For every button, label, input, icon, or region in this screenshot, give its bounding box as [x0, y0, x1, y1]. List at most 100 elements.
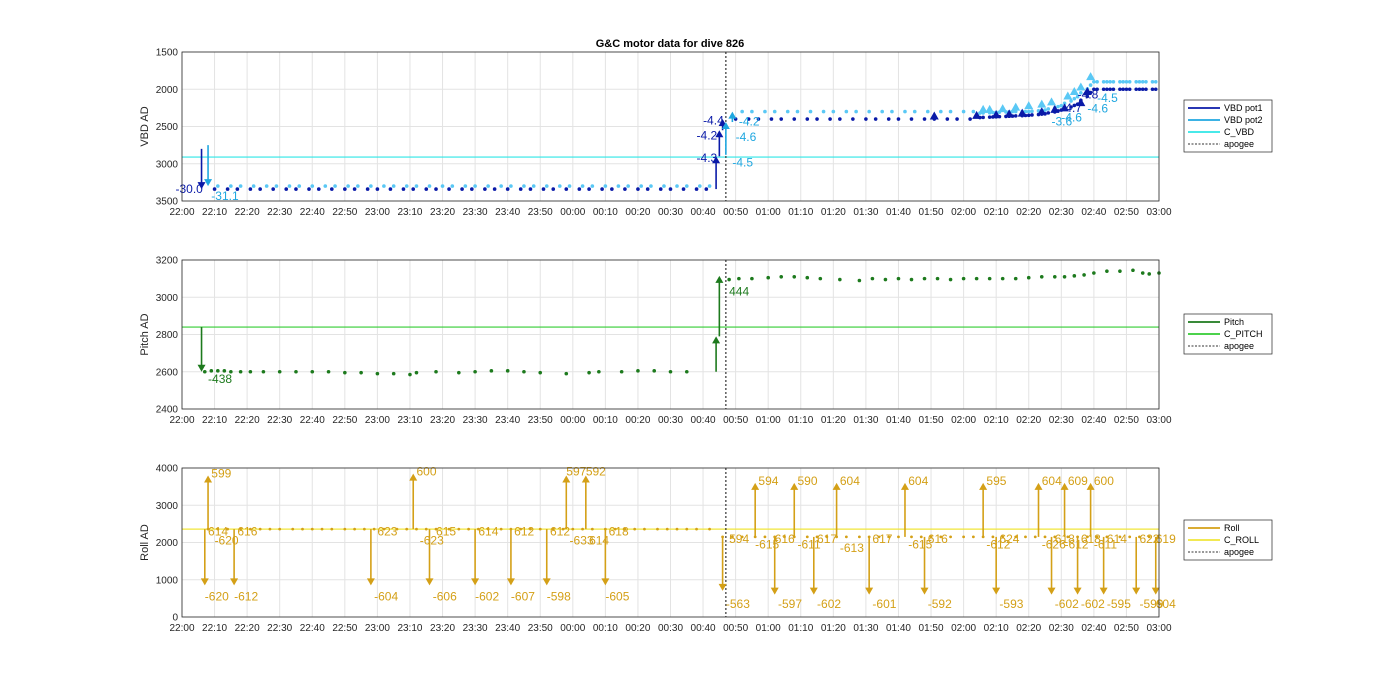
data-label: 617	[872, 532, 892, 546]
data-label: -602	[817, 597, 841, 611]
data-point	[519, 527, 523, 531]
x-tick-label: 22:10	[202, 415, 227, 426]
data-point	[248, 369, 253, 374]
data-point	[375, 371, 380, 376]
data-point	[792, 117, 797, 121]
data-point	[505, 369, 510, 373]
x-tick-label: 23:30	[463, 623, 488, 634]
data-label: 609	[1068, 474, 1088, 488]
data-point	[567, 184, 572, 188]
data-point	[538, 370, 543, 375]
data-point	[730, 535, 734, 539]
data-point	[1147, 535, 1151, 539]
data-point	[1013, 114, 1018, 118]
x-tick-label: 01:10	[788, 207, 813, 218]
x-tick-label: 00:20	[625, 623, 650, 634]
data-point	[668, 187, 673, 191]
data-point	[910, 535, 913, 539]
data-point	[1121, 80, 1125, 84]
y-tick-label: 2600	[156, 367, 179, 378]
data-point	[467, 527, 470, 531]
data-label: 594	[729, 532, 749, 546]
data-label: 614	[208, 524, 228, 538]
data-point	[294, 187, 298, 191]
x-tick-label: 02:50	[1114, 623, 1139, 634]
data-point	[685, 527, 689, 531]
data-point	[352, 187, 357, 191]
data-point	[316, 187, 321, 191]
data-label: 612	[550, 524, 570, 538]
data-point	[1072, 96, 1077, 101]
data-point	[1150, 80, 1155, 84]
data-point	[1108, 80, 1112, 84]
data-point	[870, 276, 875, 281]
data-point	[1030, 113, 1034, 117]
data-point	[857, 278, 862, 283]
x-tick-label: 23:00	[365, 623, 390, 634]
data-point	[1092, 271, 1096, 275]
arrow-head	[979, 482, 988, 490]
data-label: 604	[1156, 597, 1176, 611]
data-point	[662, 184, 666, 188]
x-tick-label: 23:00	[365, 415, 390, 426]
x-tick-label: 22:40	[300, 623, 325, 634]
data-point	[463, 184, 468, 188]
data-point	[1030, 109, 1034, 114]
data-point	[1023, 109, 1028, 114]
data-point	[492, 187, 497, 191]
data-point	[434, 187, 438, 191]
data-point	[740, 535, 744, 539]
data-label: -4.5	[1097, 91, 1118, 105]
x-tick-label: 00:10	[593, 415, 618, 426]
axes-box	[181, 259, 1160, 410]
y-tick-label: 3000	[156, 159, 179, 170]
data-point	[1069, 105, 1073, 109]
data-point	[310, 369, 315, 374]
data-point	[792, 274, 797, 279]
x-tick-label: 01:50	[919, 623, 944, 634]
data-point	[587, 370, 591, 375]
arrow-head	[197, 364, 206, 372]
data-point	[987, 115, 992, 119]
data-point	[1056, 104, 1060, 109]
data-point	[264, 184, 269, 188]
data-label: -30.0	[175, 182, 203, 196]
data-point	[681, 187, 686, 191]
data-point	[668, 369, 673, 374]
data-point	[831, 109, 836, 114]
data-point	[362, 527, 366, 531]
data-label: -607	[511, 590, 535, 604]
data-point	[499, 184, 503, 188]
data-point	[912, 109, 917, 114]
data-point	[408, 372, 412, 377]
data-point	[225, 187, 230, 191]
data-point	[509, 184, 513, 188]
x-tick-label: 23:20	[430, 207, 455, 218]
data-point	[405, 527, 409, 531]
data-point	[229, 184, 233, 188]
data-point	[694, 187, 699, 191]
y-tick-label: 2000	[156, 538, 179, 549]
data-point	[209, 369, 214, 373]
data-point	[239, 527, 243, 531]
data-point	[1024, 535, 1027, 539]
data-point	[971, 535, 975, 539]
data-label: -605	[605, 590, 629, 604]
data-point	[1137, 80, 1142, 84]
data-label: 614	[589, 534, 609, 548]
data-point	[1118, 87, 1122, 92]
data-label: -612	[234, 590, 258, 604]
data-point	[922, 276, 927, 281]
x-tick-label: 00:50	[723, 623, 748, 634]
data-point	[1124, 80, 1129, 84]
data-label: 616	[928, 532, 948, 546]
data-point	[948, 109, 953, 114]
x-tick-label: 00:30	[658, 207, 683, 218]
data-point	[815, 117, 819, 121]
data-point	[1121, 87, 1125, 92]
data-point	[320, 527, 324, 531]
data-label: -4.6	[736, 130, 757, 144]
data-point	[727, 277, 731, 282]
data-point	[1095, 80, 1099, 84]
